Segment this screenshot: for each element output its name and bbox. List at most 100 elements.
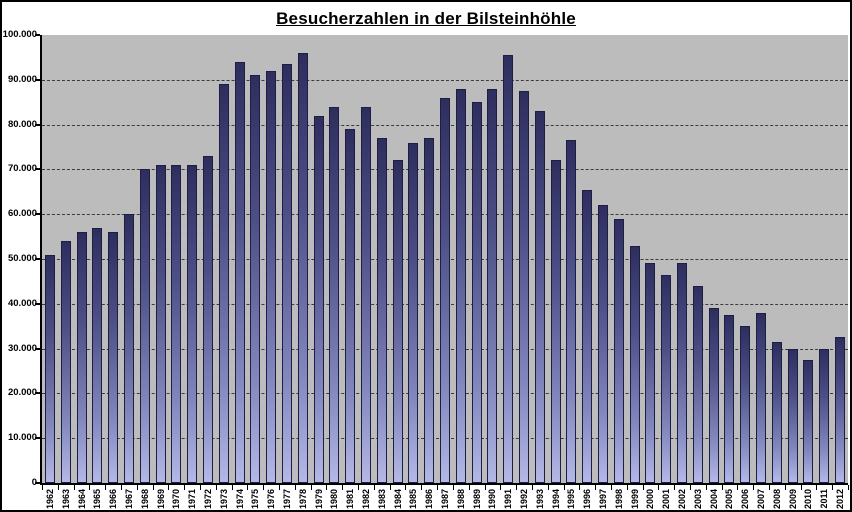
bar-1970 bbox=[171, 165, 182, 483]
x-tick bbox=[500, 485, 502, 490]
x-tick-label-1999: 1999 bbox=[629, 489, 640, 510]
bar-1964 bbox=[76, 232, 87, 483]
x-tick-label-1992: 1992 bbox=[519, 489, 530, 510]
x-tick bbox=[421, 485, 423, 490]
y-tick bbox=[35, 123, 40, 126]
bar-1994 bbox=[550, 160, 561, 483]
x-tick bbox=[437, 485, 439, 490]
bar-2005 bbox=[724, 315, 735, 483]
bar-2006 bbox=[740, 326, 751, 483]
x-tick bbox=[737, 485, 739, 490]
x-tick bbox=[263, 485, 265, 490]
bar-1978 bbox=[297, 53, 308, 483]
plot-area bbox=[42, 35, 848, 483]
bar-1975 bbox=[250, 75, 261, 483]
y-tick-label: 100.000 bbox=[2, 29, 37, 40]
bar-1965 bbox=[92, 228, 103, 483]
y-tick bbox=[35, 168, 40, 171]
bar-1973 bbox=[218, 84, 229, 483]
x-tick-label-1985: 1985 bbox=[408, 489, 419, 510]
x-tick bbox=[768, 485, 770, 490]
x-tick bbox=[373, 485, 375, 490]
x-tick bbox=[705, 485, 707, 490]
bar-1995 bbox=[566, 140, 577, 483]
bar-2008 bbox=[771, 342, 782, 483]
x-tick-label-1973: 1973 bbox=[218, 489, 229, 510]
x-tick-label-1980: 1980 bbox=[329, 489, 340, 510]
y-tick bbox=[35, 437, 40, 440]
x-tick bbox=[579, 485, 581, 490]
x-tick-label-1993: 1993 bbox=[534, 489, 545, 510]
x-tick-label-1971: 1971 bbox=[187, 489, 198, 510]
x-tick bbox=[595, 485, 597, 490]
x-tick-label-1994: 1994 bbox=[550, 489, 561, 510]
y-tick bbox=[35, 302, 40, 305]
bar-2002 bbox=[677, 263, 688, 483]
x-tick bbox=[658, 485, 660, 490]
x-tick bbox=[468, 485, 470, 490]
x-tick-label-2006: 2006 bbox=[740, 489, 751, 510]
x-tick-label-2008: 2008 bbox=[771, 489, 782, 510]
x-tick-label-1988: 1988 bbox=[455, 489, 466, 510]
y-tick bbox=[35, 213, 40, 216]
y-tick bbox=[35, 34, 40, 36]
bar-1968 bbox=[139, 169, 150, 483]
x-tick bbox=[832, 485, 834, 490]
x-tick-label-1965: 1965 bbox=[92, 489, 103, 510]
x-tick bbox=[689, 485, 691, 490]
y-axis-line bbox=[40, 35, 42, 485]
x-tick bbox=[89, 485, 91, 490]
x-tick bbox=[800, 485, 802, 490]
x-tick bbox=[531, 485, 533, 490]
x-tick bbox=[626, 485, 628, 490]
x-tick bbox=[136, 485, 138, 490]
x-tick bbox=[674, 485, 676, 490]
bar-2007 bbox=[756, 313, 767, 483]
y-tick-label: 80.000 bbox=[7, 118, 37, 130]
bar-1992 bbox=[519, 91, 530, 483]
bar-1967 bbox=[123, 214, 134, 483]
x-tick-label-1977: 1977 bbox=[281, 489, 292, 510]
x-tick-label-1981: 1981 bbox=[345, 489, 356, 510]
x-tick-label-1991: 1991 bbox=[503, 489, 514, 510]
x-tick bbox=[547, 485, 549, 490]
x-tick bbox=[121, 485, 123, 490]
bar-1966 bbox=[108, 232, 119, 483]
x-tick-label-1998: 1998 bbox=[613, 489, 624, 510]
x-tick bbox=[168, 485, 170, 490]
y-tick-label: 40.000 bbox=[7, 297, 37, 309]
x-tick-label-1997: 1997 bbox=[598, 489, 609, 510]
x-tick-label-2011: 2011 bbox=[819, 489, 830, 509]
x-tick-label-2012: 2012 bbox=[835, 489, 846, 510]
bar-1999 bbox=[629, 246, 640, 483]
x-tick-label-2010: 2010 bbox=[803, 489, 814, 510]
x-tick bbox=[57, 485, 59, 490]
x-tick-label-2002: 2002 bbox=[677, 489, 688, 510]
x-tick-label-2004: 2004 bbox=[708, 489, 719, 510]
x-tick-label-1970: 1970 bbox=[171, 489, 182, 510]
x-tick bbox=[516, 485, 518, 490]
x-tick bbox=[184, 485, 186, 490]
x-tick-label-1968: 1968 bbox=[139, 489, 150, 510]
x-tick bbox=[563, 485, 565, 490]
x-tick-label-1967: 1967 bbox=[123, 489, 134, 510]
x-tick bbox=[342, 485, 344, 490]
bar-1987 bbox=[440, 98, 450, 483]
x-tick bbox=[642, 485, 644, 490]
chart-title: Besucherzahlen in der Bilsteinhöhle bbox=[276, 9, 576, 28]
bar-2010 bbox=[803, 360, 814, 483]
bar-1998 bbox=[613, 219, 624, 483]
y-tick bbox=[35, 392, 40, 395]
y-tick bbox=[35, 347, 40, 350]
x-tick bbox=[358, 485, 360, 490]
bar-1981 bbox=[345, 129, 356, 483]
x-tick-label-1963: 1963 bbox=[60, 489, 71, 510]
x-tick-label-1966: 1966 bbox=[108, 489, 119, 510]
x-tick bbox=[484, 485, 486, 490]
bar-2009 bbox=[787, 349, 798, 483]
x-tick-label-2001: 2001 bbox=[661, 489, 672, 510]
y-tick bbox=[35, 258, 40, 260]
y-tick bbox=[35, 482, 40, 484]
y-tick-label: 50.000 bbox=[7, 253, 37, 264]
x-tick bbox=[389, 485, 391, 490]
